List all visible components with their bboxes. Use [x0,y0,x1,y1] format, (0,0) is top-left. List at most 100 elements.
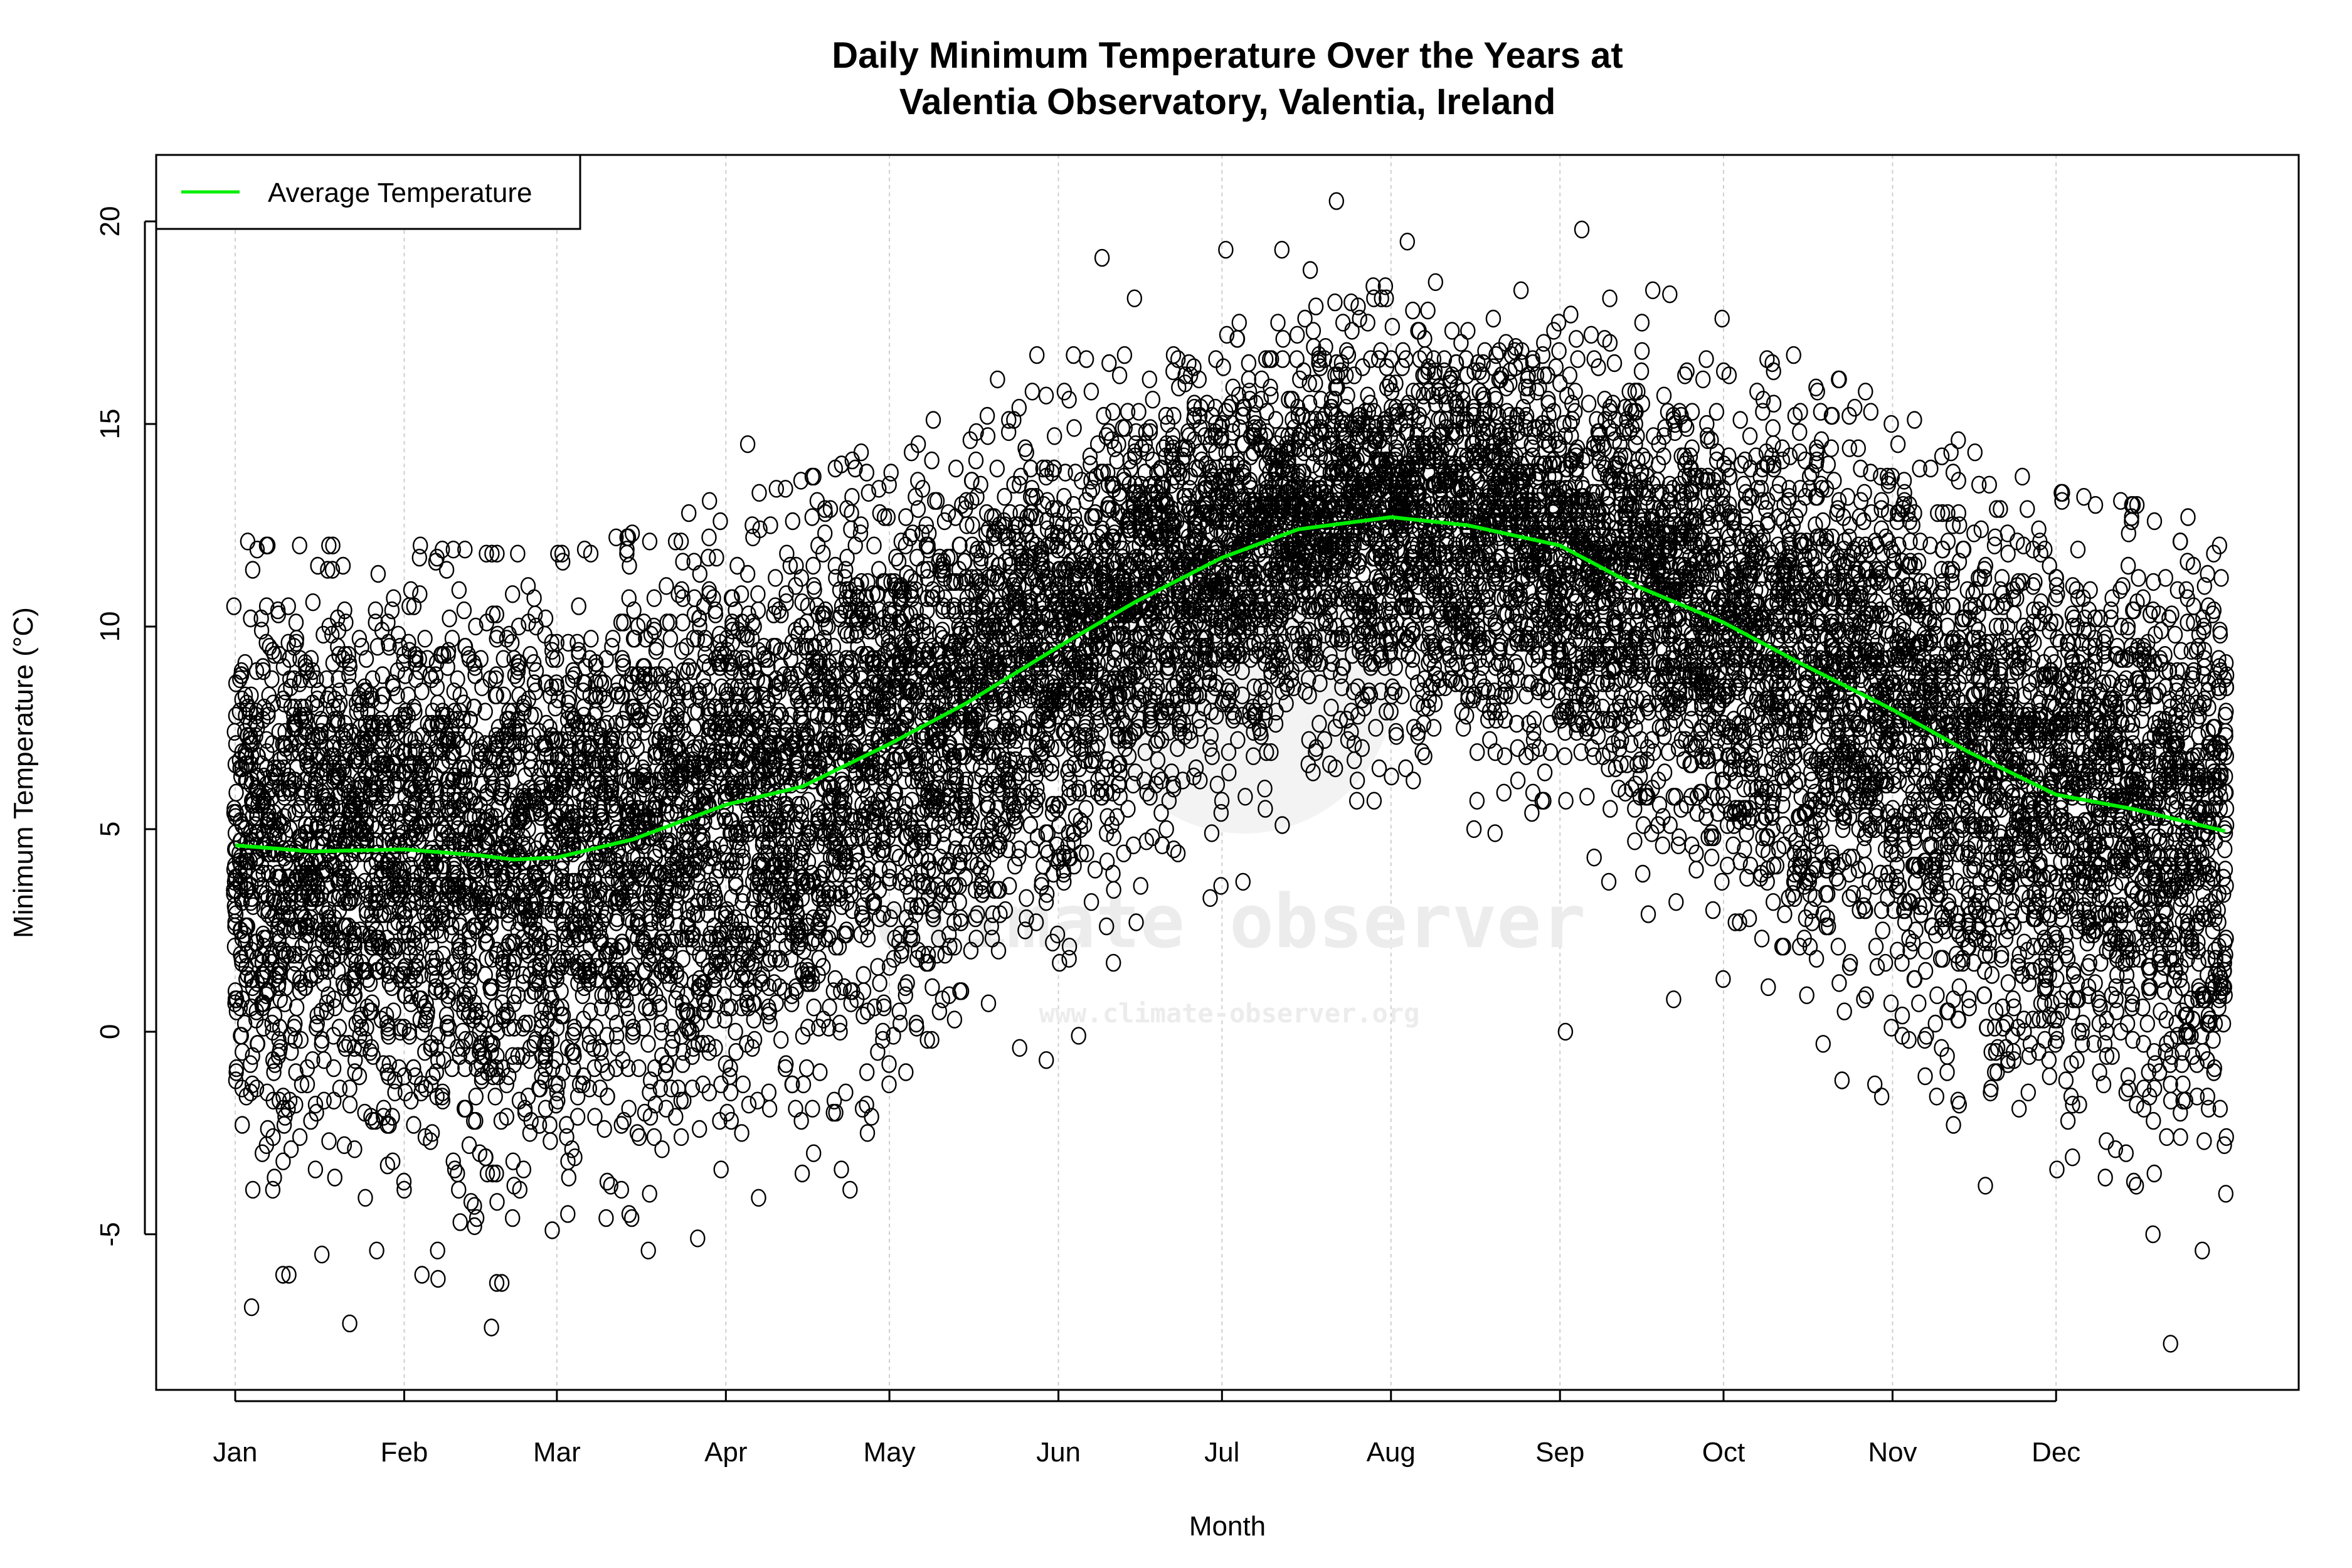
scatter-point [303,966,319,984]
scatter-point [336,1136,352,1155]
scatter-point [707,605,724,623]
scatter-point [768,569,783,587]
scatter-point [735,1075,751,1094]
scatter-point [411,548,427,567]
scatter-point [899,564,914,583]
scatter-point [309,1006,325,1025]
scatter-point [452,1213,468,1231]
scatter-point [264,670,280,689]
scatter-point [364,670,381,689]
scatter-point [283,678,299,697]
scatter-point [751,484,767,502]
scatter-point [294,698,309,717]
scatter-point [324,561,341,579]
scatter-point [675,1055,691,1073]
scatter-point [883,464,899,482]
scatter-point [571,597,586,615]
scatter-point [561,1168,576,1187]
scatter-point [292,536,307,554]
scatter-point [872,504,888,522]
scatter-point [331,1019,347,1037]
scatter-point [646,589,662,607]
scatter-point [271,645,287,664]
scatter-point [599,1172,615,1191]
scatter-point [320,795,336,814]
scatter-point [310,877,326,895]
scatter-point [560,1205,576,1223]
scatter-point [240,532,256,551]
scatter-point [750,585,766,603]
scatter-point [444,1059,460,1078]
scatter-point [412,585,428,603]
scatter-point [236,1014,253,1033]
scatter-point [373,905,389,923]
scatter-point [528,617,544,636]
scatter-point [298,816,314,834]
scatter-point [734,1124,750,1142]
scatter-point [258,597,275,615]
scatter-point [640,1035,656,1053]
scatter-point [321,909,337,928]
scatter-point [489,605,504,623]
scatter-point [237,654,253,672]
scatter-point [239,852,255,871]
scatter-point [265,694,281,712]
scatter-points [226,192,2235,1353]
scatter-point [898,1063,914,1081]
scatter-point [910,500,926,518]
scatter-point [271,1030,287,1049]
scatter-point [331,698,346,717]
scatter-point [309,1103,324,1122]
scatter-point [505,585,521,603]
scatter-point [272,893,288,911]
scatter-point [739,564,756,583]
scatter-point [245,897,261,915]
scatter-point [701,585,717,603]
watermark-url: www.climate-observer.org [1039,998,1420,1029]
scatter-point [260,783,276,802]
scatter-point [489,1164,504,1183]
scatter-point [456,601,472,620]
scatter-point [351,1067,368,1086]
scatter-point [321,1132,337,1150]
scatter-point [288,1095,304,1114]
scatter-point [804,508,820,526]
scatter-point [294,1075,310,1094]
scatter-point [751,1189,766,1207]
scatter-point [876,994,892,1012]
scatter-point [283,1140,299,1158]
scatter-point [689,630,706,648]
scatter-point [924,978,940,997]
scatter-point [428,1063,444,1081]
scatter-point [856,966,872,984]
scatter-point [243,609,258,628]
scatter-point [342,1095,358,1114]
scatter-point [255,658,271,676]
scatter-point [687,702,702,721]
scatter-point [289,633,304,652]
scatter-point [293,1030,309,1049]
scatter-point [343,723,359,741]
scatter-point [631,1059,647,1078]
scatter-point [305,1051,320,1069]
scatter-point [654,1140,670,1158]
scatter-point [442,609,457,628]
scatter-point [761,1083,777,1102]
scatter-point [728,1042,744,1061]
scatter-point [309,698,325,717]
scatter-point [267,1168,282,1187]
scatter-point [451,581,467,599]
scatter-point [287,1030,303,1049]
scatter-point [326,990,342,1009]
scatter-point [325,536,341,554]
scatter-point [510,544,526,563]
scatter-point [854,1099,871,1118]
scatter-point [255,998,270,1017]
scatter-point [278,978,294,997]
scatter-point [713,1160,729,1179]
scatter-point [925,411,941,429]
scatter-point [613,1116,629,1134]
scatter-point [250,1035,265,1053]
scatter-point [338,723,354,741]
scatter-point [805,1144,822,1162]
